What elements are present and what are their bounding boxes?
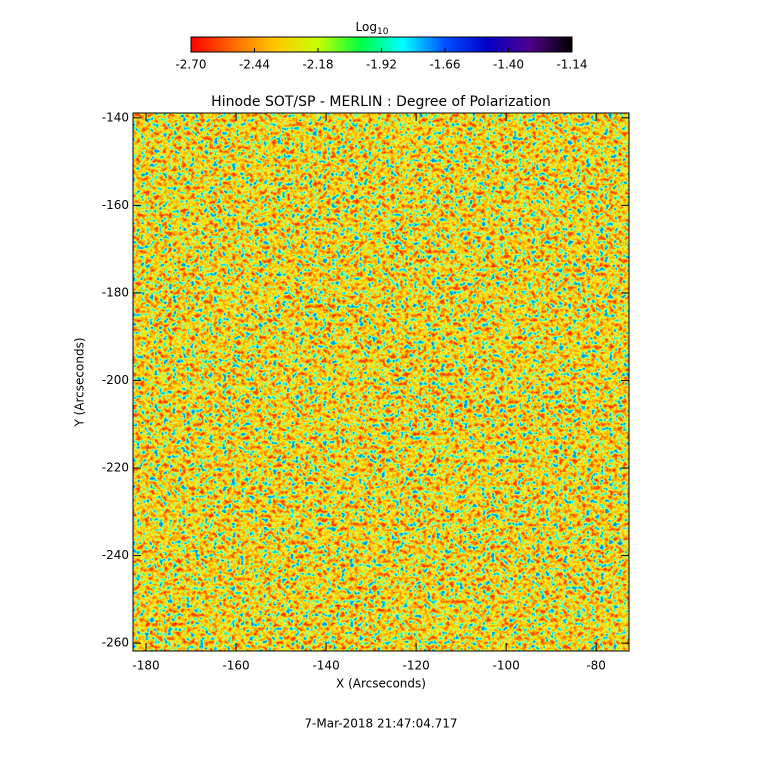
colorbar-tick-label: -1.14 — [556, 58, 587, 72]
x-tick-label: -160 — [222, 659, 249, 673]
y-axis-label: Y (Arcseconds) — [73, 337, 87, 427]
heatmap-image — [133, 113, 629, 651]
colorbar: Log10 — [190, 20, 573, 53]
x-axis-label: X (Arcseconds) — [336, 677, 426, 691]
colorbar-tick-label: -2.70 — [175, 58, 206, 72]
y-tick-label: -140 — [102, 110, 129, 124]
x-tick-label: -180 — [132, 659, 159, 673]
chart-title: Hinode SOT/SP - MERLIN : Degree of Polar… — [211, 94, 551, 110]
colorbar-tick-label: -1.92 — [366, 58, 397, 72]
colorbar-tick-label: -1.40 — [493, 58, 524, 72]
y-tick-label: -180 — [102, 285, 129, 299]
plot-frame — [132, 112, 630, 652]
footer-timestamp: 7-Mar-2018 21:47:04.717 — [304, 717, 457, 731]
x-tick-label: -140 — [312, 659, 339, 673]
colorbar-tick-label: -2.44 — [239, 58, 270, 72]
y-tick-label: -240 — [102, 548, 129, 562]
y-tick-label: -260 — [102, 636, 129, 650]
colorbar-tick-label: -2.18 — [302, 58, 333, 72]
y-tick-label: -220 — [102, 461, 129, 475]
y-tick-label: -200 — [102, 373, 129, 387]
y-tick-label: -160 — [102, 198, 129, 212]
x-tick-label: -100 — [493, 659, 520, 673]
x-tick-label: -120 — [402, 659, 429, 673]
x-tick-label: -80 — [586, 659, 606, 673]
colorbar-tick-label: -1.66 — [429, 58, 460, 72]
colorbar-title: Log10 — [356, 20, 389, 37]
